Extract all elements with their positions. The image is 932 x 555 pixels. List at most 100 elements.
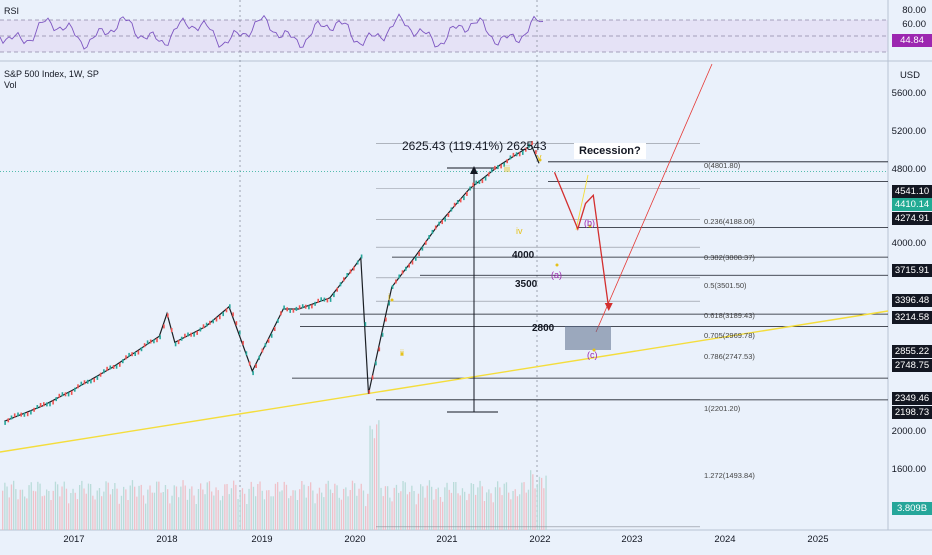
volume-bar: [314, 503, 316, 530]
price-candle: [408, 263, 410, 268]
volume-bar: [241, 488, 244, 530]
x-tick-2018: 2018: [156, 534, 178, 545]
measure-arrowhead: [470, 166, 478, 174]
price-candle: [391, 285, 394, 289]
volume-bar: [39, 483, 41, 530]
volume-bar: [74, 492, 76, 530]
volume-bar: [270, 496, 272, 530]
price-candle: [229, 304, 231, 309]
volume-bar: [48, 491, 50, 530]
fib-label-0382: 0.382(3808.37): [704, 253, 755, 262]
volume-bar: [503, 483, 505, 530]
volume-bar: [217, 490, 219, 530]
price-candle: [58, 393, 61, 398]
price-candle: [143, 343, 146, 348]
symbol-title[interactable]: S&P 500 Index, 1W, SP: [4, 69, 99, 79]
price-candle: [131, 352, 133, 357]
price-candle: [264, 343, 267, 348]
price-candle: [378, 347, 381, 352]
volume-bar: [435, 489, 437, 530]
volume-bar: [281, 490, 283, 530]
price-candle: [267, 338, 270, 343]
price-candle: [209, 320, 211, 325]
volume-bar: [406, 494, 409, 530]
price-tag-4274: 4274.91: [892, 212, 932, 225]
price-candle: [292, 308, 295, 313]
volume-bar: [455, 482, 457, 530]
volume-bar: [360, 483, 362, 530]
price-candle: [261, 348, 264, 353]
price-candle: [490, 168, 493, 173]
volume-bar: [193, 495, 195, 530]
volume-bar: [290, 495, 292, 530]
volume-bar: [6, 486, 8, 530]
volume-bar: [501, 495, 503, 530]
volume-bar: [444, 487, 446, 530]
rsi-80-tick: 80.00: [902, 5, 926, 16]
price-candle: [199, 327, 202, 332]
wave-iii-label: iii: [504, 164, 510, 174]
volume-bar: [420, 484, 422, 530]
volume-bar: [442, 501, 444, 530]
volume-bar: [296, 500, 299, 530]
volume-bar: [303, 484, 305, 530]
price-candle: [215, 317, 218, 322]
price-candle: [535, 150, 537, 155]
x-tick-2021: 2021: [436, 534, 458, 545]
y-tick-5600: 5600.00: [891, 88, 926, 99]
volume-bar: [98, 488, 101, 530]
price-candle: [289, 308, 291, 313]
volume-bar: [246, 504, 248, 530]
price-candle: [137, 350, 140, 355]
volume-bar: [197, 489, 200, 530]
volume-bar: [512, 491, 514, 530]
volume-bar: [332, 493, 334, 530]
volume-bar: [378, 420, 380, 530]
price-tag-2855: 2855.22: [892, 345, 932, 358]
price-candle: [368, 389, 371, 394]
volume-bar: [285, 484, 288, 530]
volume-bar: [211, 491, 213, 530]
volume-bar: [461, 488, 464, 530]
volume-bar: [21, 489, 24, 530]
price-candle: [388, 301, 390, 306]
volume-bar: [127, 500, 129, 530]
price-candle: [333, 293, 335, 298]
price-candle: [298, 305, 301, 310]
volume-bar: [61, 486, 63, 530]
volume-bar: [202, 489, 204, 530]
price-candle: [450, 207, 453, 212]
volume-bar: [479, 480, 481, 530]
volume-bar: [72, 488, 74, 530]
volume-bar: [213, 495, 215, 530]
price-candle: [26, 412, 29, 417]
volume-bar: [13, 480, 15, 530]
volume-bar: [340, 499, 343, 530]
volume-bar: [195, 504, 197, 530]
volume-bar: [173, 485, 175, 530]
price-candle: [494, 165, 496, 170]
price-candle: [472, 182, 474, 187]
volume-bar: [259, 481, 261, 530]
volume-bar: [149, 485, 151, 530]
price-candle: [349, 269, 352, 274]
volume-bar: [354, 483, 356, 530]
volume-bar: [395, 484, 398, 530]
fib-label-0: 0(4801.80): [704, 161, 741, 170]
price-candle: [20, 412, 22, 417]
price-candle: [255, 364, 257, 368]
price-candle: [36, 405, 39, 409]
fib-label-0618: 0.618(3189.43): [704, 311, 755, 320]
volume-bar: [472, 484, 475, 530]
price-candle: [134, 352, 136, 356]
price-candle: [70, 390, 73, 395]
price-candle: [509, 155, 512, 160]
volume-bar: [145, 503, 147, 530]
price-candle: [364, 322, 367, 327]
volume-bar: [57, 484, 59, 530]
volume-bar: [347, 496, 349, 530]
volume-bar: [327, 480, 329, 530]
volume-bar: [367, 493, 369, 530]
price-candle: [438, 221, 440, 226]
